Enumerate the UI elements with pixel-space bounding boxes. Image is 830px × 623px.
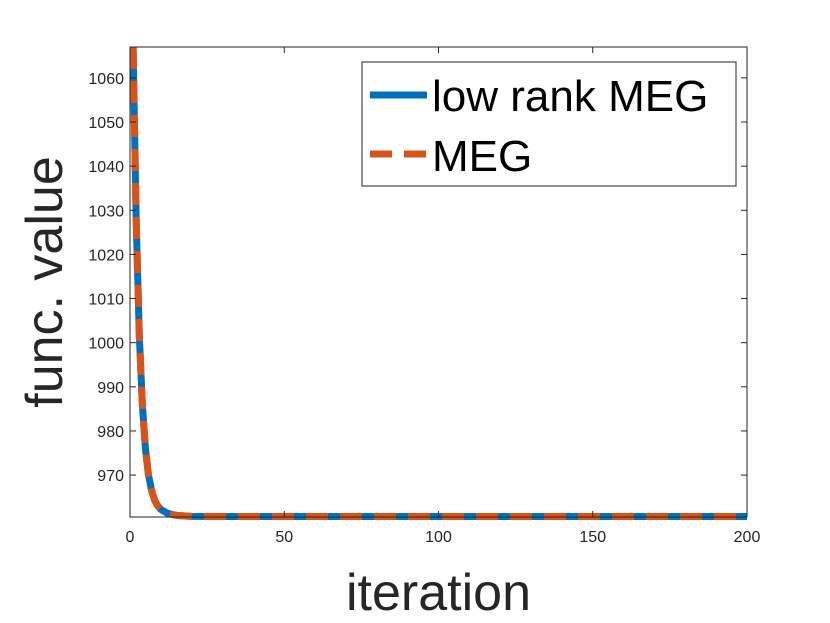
x-tick-label: 200 (734, 529, 761, 546)
legend: low rank MEG MEG (361, 61, 737, 187)
x-axis-label: iteration (346, 564, 531, 622)
legend-label-meg: MEG (432, 132, 532, 181)
y-tick-label: 1000 (88, 336, 124, 353)
x-tick-label: 50 (275, 529, 293, 546)
x-tick-label: 150 (579, 529, 606, 546)
ticks-layer: 0 50 100 150 200 970 980 990 1000 1010 1020 1030 104… (88, 47, 760, 546)
y-tick-label: 1060 (88, 71, 124, 88)
x-tick-label: 0 (126, 529, 135, 546)
y-tick-label: 1050 (88, 115, 124, 132)
y-tick-label: 990 (97, 380, 124, 397)
legend-label-low-rank-meg: low rank MEG (432, 72, 708, 121)
y-tick-label: 1030 (88, 203, 124, 220)
x-tick-label: 100 (425, 529, 452, 546)
y-axis-label: func. value (16, 156, 74, 408)
y-tick-label: 980 (97, 424, 124, 441)
legend-box (361, 61, 737, 187)
y-tick-label: 1010 (88, 292, 124, 309)
y-tick-label: 1020 (88, 247, 124, 264)
y-tick-label: 1040 (88, 159, 124, 176)
y-tick-label: 970 (97, 468, 124, 485)
